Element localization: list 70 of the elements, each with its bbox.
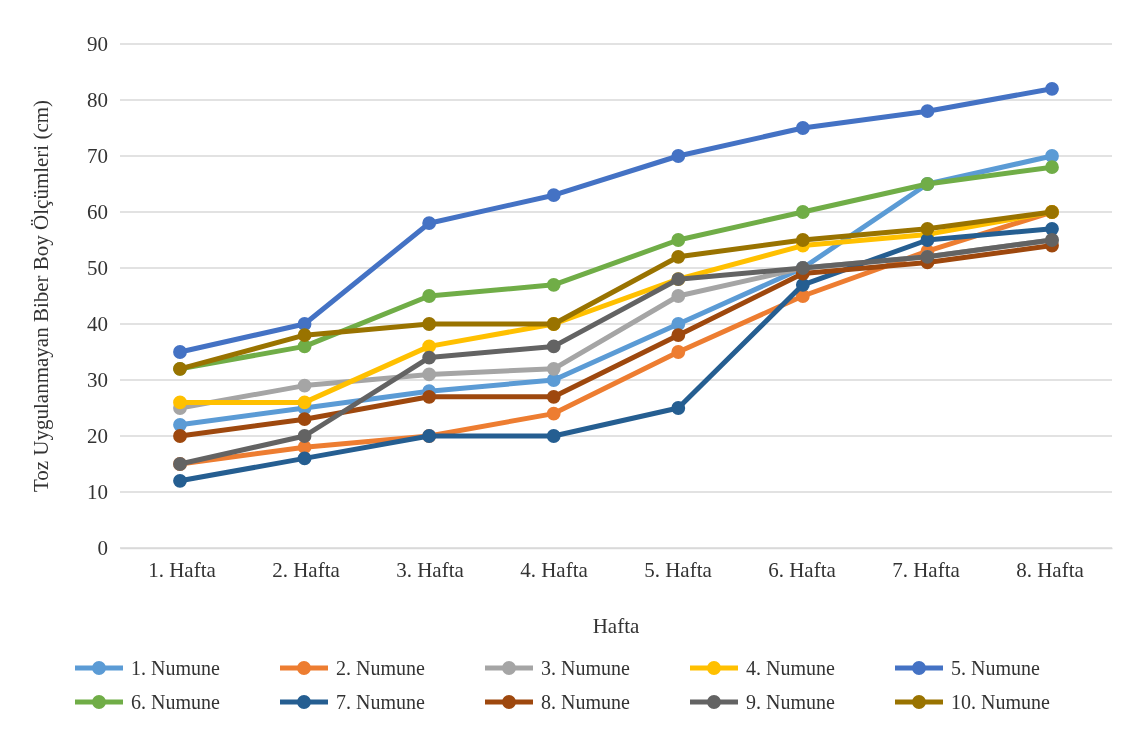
point [546,389,561,404]
point [671,233,686,247]
point [671,401,686,415]
point [422,216,437,231]
point [671,149,686,163]
point [297,395,312,410]
y-tick-label: 60 [87,200,108,225]
legend-label: 4. Numune [746,657,835,679]
point [795,277,810,292]
point [1045,81,1059,96]
y-tick-label: 90 [87,32,108,57]
point [297,429,312,443]
y-tick-label: 30 [87,368,108,393]
point [422,317,437,331]
y-tick-label: 0 [97,536,108,561]
point [173,345,187,359]
legend-label: 5. Numune [951,657,1040,679]
point [173,473,187,488]
legend-label: 7. Numune [336,691,425,713]
point [1045,160,1059,175]
y-tick-label: 80 [87,88,108,113]
point [671,328,686,343]
point [297,378,312,393]
x-tick-label: 4. Hafta [520,557,589,582]
point [920,221,935,236]
point [546,188,561,203]
point [546,406,561,421]
point [173,395,187,410]
x-tick-label: 5. Hafta [644,557,713,582]
point [422,289,437,303]
y-tick-label: 10 [87,480,108,505]
point [920,104,935,119]
point [297,451,312,466]
y-tick-label: 20 [87,424,108,449]
x-tick-label: 7. Hafta [892,557,961,582]
point [546,361,561,376]
x-axis-title: Hafta [592,614,640,638]
point [173,429,187,443]
point [422,389,437,404]
point [795,205,810,219]
x-tick-label: 2. Hafta [272,557,341,582]
y-tick-label: 70 [87,144,108,169]
point [795,121,810,135]
point [671,249,686,264]
point [671,345,686,359]
legend-label: 6. Numune [131,691,220,713]
point [671,317,686,331]
y-axis-title: Toz Uygulanmayan Biber Boy Ölçümleri (cm) [29,99,53,493]
point [422,350,437,365]
point [795,233,810,247]
legend-label: 9. Numune [746,691,835,713]
point [297,328,312,343]
legend-label: 8. Numune [541,691,630,713]
point [546,429,561,443]
y-tick-label: 40 [87,312,108,337]
x-tick-label: 3. Hafta [396,557,465,582]
point [422,367,437,382]
legend-label: 1. Numune [131,657,220,679]
point [671,289,686,303]
point [297,412,312,427]
point [546,373,561,387]
legend-label: 10. Numune [951,691,1050,713]
point [546,277,561,292]
point [546,339,561,354]
x-tick-label: 8. Hafta [1016,557,1085,582]
legend-label: 2. Numune [336,657,425,679]
x-tick-label: 1. Hafta [148,557,217,582]
y-tick-label: 50 [87,256,108,281]
x-tick-label: 6. Hafta [768,557,837,582]
legend-label: 3. Numune [541,657,630,679]
